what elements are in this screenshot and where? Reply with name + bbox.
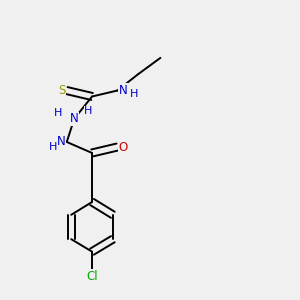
Text: N: N xyxy=(70,112,79,125)
Text: H: H xyxy=(130,88,138,98)
Text: S: S xyxy=(58,84,65,97)
Text: Cl: Cl xyxy=(86,270,98,283)
Text: H: H xyxy=(84,106,93,116)
Text: N: N xyxy=(56,136,65,148)
Text: H: H xyxy=(54,108,62,118)
Text: N: N xyxy=(119,84,128,97)
Text: H: H xyxy=(49,142,58,152)
Text: O: O xyxy=(119,140,128,154)
